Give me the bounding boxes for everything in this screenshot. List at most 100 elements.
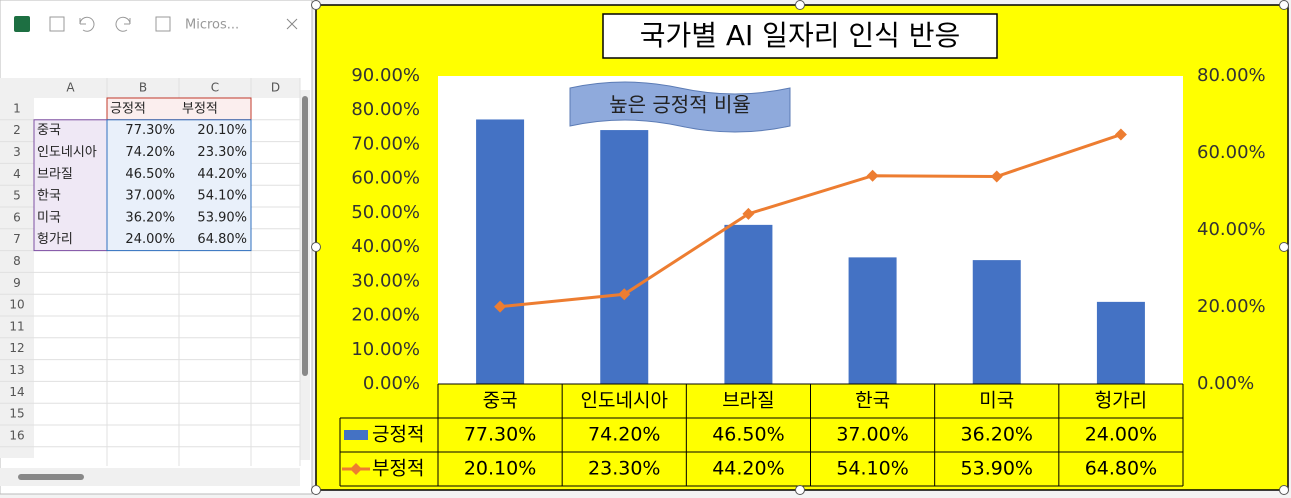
- cell[interactable]: 24.00%: [125, 232, 175, 247]
- y2-tick-label: 80.00%: [1197, 65, 1266, 86]
- bar[interactable]: [1096, 301, 1145, 384]
- resize-handle[interactable]: [1279, 485, 1289, 495]
- row-header: 12: [9, 341, 24, 355]
- marker[interactable]: [990, 170, 1003, 183]
- x-tick-label: 인도네시아: [581, 390, 668, 412]
- data-label: 44.20%: [712, 458, 784, 480]
- close-button[interactable]: [286, 18, 298, 30]
- bar[interactable]: [848, 257, 897, 384]
- marker[interactable]: [494, 300, 507, 313]
- y-tick-label: 40.00%: [351, 236, 420, 257]
- cell[interactable]: 46.50%: [125, 167, 175, 182]
- undo-icon[interactable]: [79, 16, 95, 32]
- cell[interactable]: 긍정적: [110, 101, 146, 116]
- resize-handle[interactable]: [795, 485, 805, 495]
- legend-label[interactable]: 부정적: [372, 458, 424, 480]
- range-highlight: [106, 119, 252, 252]
- marker[interactable]: [866, 169, 879, 182]
- data-label: 54.10%: [836, 458, 908, 480]
- excel-window: Micros... A B C D12345678910111213141516긍정적…: [0, 0, 313, 495]
- cell[interactable]: 77.30%: [125, 123, 175, 138]
- data-label: 64.80%: [1085, 458, 1157, 480]
- cell[interactable]: 54.10%: [197, 189, 247, 204]
- cell[interactable]: 74.20%: [125, 145, 175, 160]
- cell[interactable]: 헝가리: [37, 232, 73, 247]
- scroll-thumb[interactable]: [18, 474, 84, 480]
- x-tick-label: 브라질: [722, 390, 774, 412]
- cell[interactable]: 중국: [37, 123, 61, 138]
- cell[interactable]: 23.30%: [197, 145, 247, 160]
- data-label: 74.20%: [588, 424, 660, 446]
- y-tick-label: 80.00%: [351, 99, 420, 120]
- row-header: 6: [13, 210, 21, 224]
- legend-label[interactable]: 긍정적: [372, 424, 424, 446]
- bar[interactable]: [724, 224, 773, 384]
- marker[interactable]: [742, 207, 755, 220]
- legend-key: [344, 430, 368, 440]
- excel-icon[interactable]: [14, 16, 30, 32]
- column-header: A: [66, 81, 75, 95]
- data-label: 20.10%: [464, 458, 536, 480]
- y2-tick-label: 60.00%: [1197, 142, 1266, 163]
- bar[interactable]: [600, 130, 649, 384]
- cell[interactable]: 64.80%: [197, 232, 247, 247]
- marker[interactable]: [618, 288, 631, 301]
- column-header: B: [139, 81, 147, 95]
- cell[interactable]: 부정적: [182, 101, 218, 116]
- data-label: 46.50%: [712, 424, 784, 446]
- row-header: 3: [13, 145, 21, 159]
- row-header: 2: [13, 123, 21, 137]
- y2-tick-label: 0.00%: [1197, 373, 1254, 394]
- y2-tick-label: 20.00%: [1197, 296, 1266, 317]
- resize-handle[interactable]: [311, 0, 321, 10]
- row-header: 13: [9, 363, 24, 377]
- chart-area: 국가별 AI 일자리 인식 반응 0.00% 10.00% 20.00% 30.00% 4…: [311, 0, 1289, 495]
- resize-handle[interactable]: [311, 242, 321, 252]
- row-header: 10: [9, 298, 24, 312]
- form-icon[interactable]: [155, 16, 171, 32]
- y-tick-label: 70.00%: [351, 133, 420, 154]
- bar[interactable]: [476, 119, 525, 384]
- y-tick-label: 10.00%: [351, 339, 420, 360]
- bar[interactable]: [972, 260, 1021, 384]
- line: [499, 133, 1122, 309]
- y-tick-label: 20.00%: [351, 305, 420, 326]
- cell[interactable]: 미국: [37, 210, 61, 225]
- y-tick-label: 50.00%: [351, 202, 420, 223]
- x-tick-label: 미국: [979, 390, 1014, 412]
- cell[interactable]: 37.00%: [125, 189, 175, 204]
- cell[interactable]: 44.20%: [197, 167, 247, 182]
- row-header: 15: [9, 407, 24, 421]
- row-header: 8: [13, 254, 21, 268]
- cell[interactable]: 브라질: [37, 167, 73, 182]
- cell[interactable]: 36.20%: [125, 210, 175, 225]
- resize-handle[interactable]: [311, 485, 321, 495]
- resize-handle[interactable]: [795, 0, 805, 10]
- window-title: Micros...: [185, 18, 239, 33]
- redo-icon[interactable]: [115, 16, 131, 32]
- row-header: 7: [13, 232, 21, 246]
- row-header: 11: [9, 319, 24, 333]
- resize-handle[interactable]: [1279, 242, 1289, 252]
- data-label: 24.00%: [1085, 424, 1157, 446]
- scroll-thumb[interactable]: [302, 96, 308, 376]
- y2-tick-label: 40.00%: [1197, 219, 1266, 240]
- row-header: 4: [13, 167, 21, 181]
- x-tick-label: 헝가리: [1095, 390, 1147, 412]
- y-tick-label: 30.00%: [351, 270, 420, 291]
- chart-title: 국가별 AI 일자리 인식 반응: [640, 19, 961, 52]
- horizontal-scrollbar[interactable]: [0, 468, 300, 486]
- cell[interactable]: 53.90%: [197, 210, 247, 225]
- cell[interactable]: 20.10%: [197, 123, 247, 138]
- cell[interactable]: 한국: [37, 189, 61, 204]
- marker[interactable]: [1114, 128, 1127, 141]
- cell[interactable]: 인도네시아: [37, 145, 97, 160]
- title-box: [602, 13, 998, 59]
- resize-handle[interactable]: [1279, 0, 1289, 10]
- row-header: 9: [13, 276, 21, 290]
- x-tick-label: 중국: [483, 390, 518, 412]
- row-header: 1: [13, 101, 21, 115]
- save-icon[interactable]: [49, 16, 65, 32]
- x-tick-label: 한국: [855, 390, 890, 412]
